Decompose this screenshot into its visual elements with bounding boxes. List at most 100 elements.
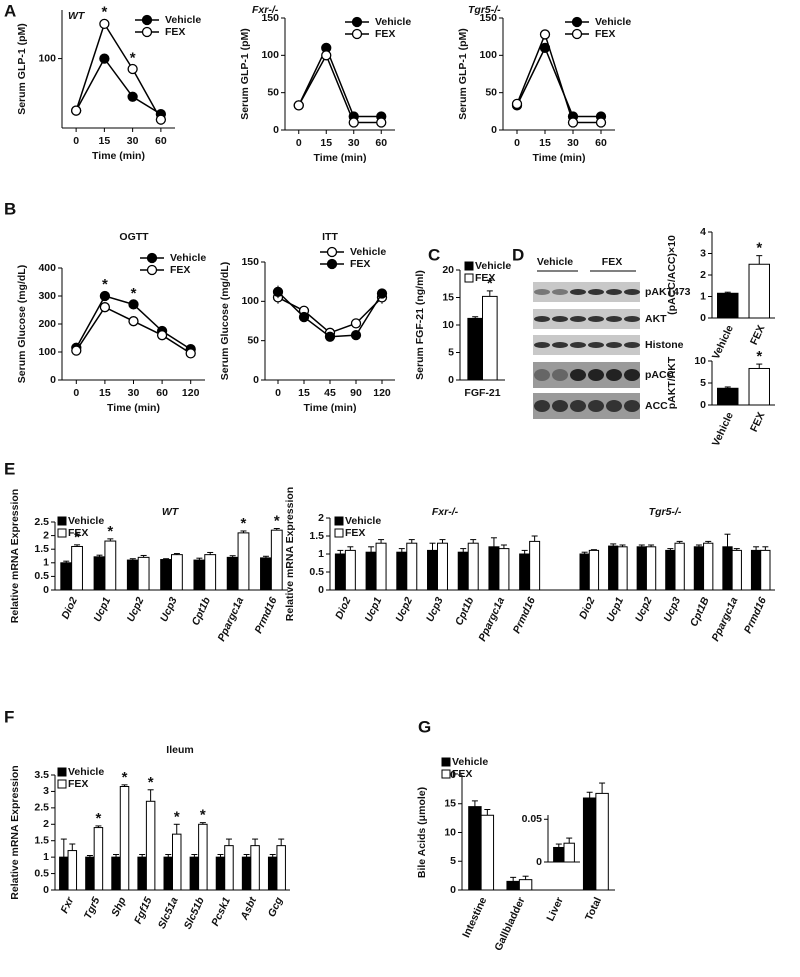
y-tick-label: 0.5: [309, 566, 324, 578]
point: [567, 117, 579, 128]
x-tick-label: 60: [155, 135, 167, 147]
y-tick-label: 1: [700, 290, 706, 302]
legend-label: FEX: [350, 258, 370, 270]
point: [128, 299, 139, 310]
x-tick-label: Prmd16: [742, 595, 769, 635]
blot-blob: [534, 316, 550, 322]
point: [99, 290, 111, 302]
x-tick-label: Dio2: [577, 595, 598, 621]
blot-blob: [552, 342, 568, 348]
blot-blob: [552, 400, 568, 412]
bar: [93, 827, 104, 891]
bar: [488, 546, 500, 591]
x-tick-label: 0: [73, 387, 79, 399]
point: [127, 63, 138, 75]
blot-band: [533, 282, 640, 302]
blot-blob: [534, 369, 550, 381]
y-tick-label: 100: [241, 295, 259, 307]
chart-title: WT: [68, 10, 86, 22]
chart-title: Ileum: [166, 744, 193, 756]
y-tick-label: 5: [450, 855, 456, 867]
significance-mark: *: [274, 512, 280, 529]
blot-band: [533, 309, 640, 329]
x-tick-label: Ucp2: [125, 595, 147, 623]
x-tick-label: Ppargc1a: [476, 595, 507, 643]
point: [99, 53, 110, 64]
x-tick-label: Prmd16: [511, 595, 538, 635]
x-tick-label: Total: [583, 895, 604, 922]
legend-label: Vehicle: [165, 14, 201, 26]
x-tick-label: 15: [539, 137, 551, 149]
line: [516, 32, 601, 124]
y-tick-label: 50: [267, 86, 279, 98]
legend-swatch: [57, 767, 67, 777]
bar: [250, 845, 260, 891]
legend-label: FEX: [375, 28, 395, 40]
x-tick-label: 0: [296, 137, 302, 149]
y-tick-label: 1: [43, 851, 49, 863]
bar: [260, 557, 272, 591]
y-tick-label: 3: [43, 785, 49, 797]
point: [350, 330, 362, 341]
point: [348, 117, 359, 128]
bar: [198, 823, 208, 891]
bar: [498, 548, 510, 591]
bar: [553, 846, 565, 863]
bar: [579, 553, 590, 591]
bar: [748, 263, 770, 319]
x-tick-label: Ucp3: [158, 595, 180, 623]
bar: [467, 317, 483, 381]
y-tick-label: 0.05: [522, 813, 543, 825]
x-tick-label: Cpt1b: [190, 595, 214, 628]
bar: [563, 842, 575, 863]
y-tick-label: 0.5: [34, 867, 49, 879]
y-tick-label: 10: [442, 319, 454, 331]
x-tick-label: Liver: [544, 895, 565, 923]
point: [376, 117, 387, 128]
bar: [588, 549, 600, 591]
blot-blob: [534, 342, 550, 348]
blot-band-label: ACC: [645, 400, 668, 412]
y-tick-label: 50: [247, 334, 259, 346]
bar: [172, 833, 182, 891]
point: [376, 288, 388, 299]
y-axis-label: pAKT/AKT: [666, 356, 678, 409]
x-tick-label: 60: [595, 137, 607, 149]
bar: [645, 546, 657, 591]
legend-swatch: [334, 516, 344, 526]
legend-marker: [141, 14, 153, 26]
x-tick-label: Vehicle: [710, 410, 736, 448]
legend-marker: [141, 26, 153, 38]
y-axis-label: Bile Acids (μmole): [416, 787, 428, 878]
legend-swatch: [441, 769, 451, 779]
line: [75, 57, 162, 115]
bar: [480, 814, 495, 891]
bar: [59, 856, 69, 891]
bar: [145, 800, 156, 891]
significance-mark: *: [107, 523, 113, 540]
legend-label: FEX: [475, 272, 495, 284]
x-tick-label: Shp: [109, 895, 129, 919]
x-tick-label: Tgr5: [82, 895, 103, 921]
blot-blob: [552, 289, 568, 295]
y-tick-label: 2: [700, 269, 706, 281]
y-tick-label: 100: [38, 52, 56, 64]
blot-blob: [606, 342, 622, 348]
bar: [595, 792, 609, 891]
x-tick-label: Dio2: [333, 595, 354, 621]
legend-label: FEX: [165, 26, 185, 38]
legend-swatch: [334, 528, 344, 538]
x-tick-label: Ucp1: [604, 595, 626, 623]
legend-marker: [326, 246, 338, 258]
bar: [506, 880, 520, 891]
x-axis-label: Time (min): [533, 152, 586, 164]
blot-blob: [552, 369, 568, 381]
significance-mark: *: [487, 275, 493, 292]
x-tick-label: Ucp3: [424, 595, 446, 623]
y-tick-label: 400: [38, 262, 56, 274]
chart-title: Tgr5-/-: [468, 4, 501, 16]
x-tick-label: Ucp3: [662, 595, 684, 623]
chart-title: Fxr-/-: [432, 506, 459, 518]
y-tick-label: 200: [38, 318, 56, 330]
x-tick-label: Gallbladder: [492, 895, 527, 952]
